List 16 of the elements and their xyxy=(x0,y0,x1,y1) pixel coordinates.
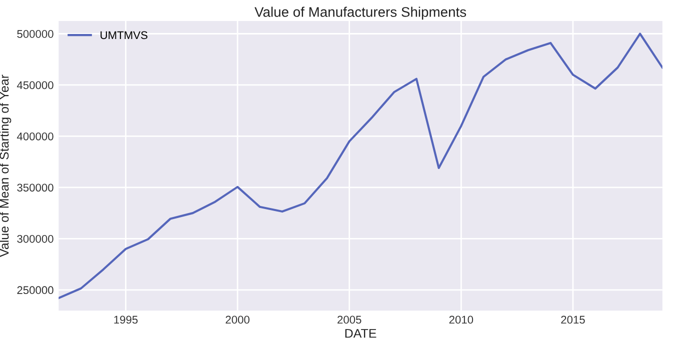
x-tick-label: 2005 xyxy=(338,316,362,324)
chart-title: Value of Manufacturers Shipments xyxy=(254,6,466,20)
y-axis-title: Value of Mean of Starting of Year xyxy=(0,74,12,257)
y-tick-label: 350000 xyxy=(17,184,54,192)
x-tick-label: 1995 xyxy=(114,316,138,324)
y-tick-label: 500000 xyxy=(17,30,54,38)
y-tick-label: 300000 xyxy=(17,234,54,243)
y-tick-label: 450000 xyxy=(16,81,54,90)
y-tick-label: 250000 xyxy=(17,286,54,294)
line-series xyxy=(58,32,662,300)
legend-label: UMTMVS xyxy=(100,31,148,40)
x-axis-title: DATE xyxy=(345,329,376,338)
x-tick-label: 2015 xyxy=(561,316,585,324)
x-tick-label: 2010 xyxy=(449,316,474,324)
x-tick-label: 2000 xyxy=(226,316,250,324)
y-tick-label: 400000 xyxy=(16,132,54,140)
